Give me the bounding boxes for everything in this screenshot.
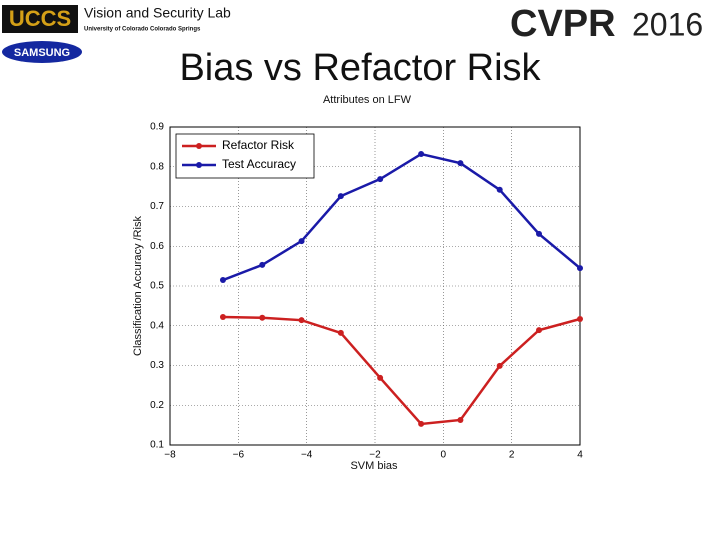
samsung-logo-shape bbox=[2, 41, 82, 63]
y-tick-label: 0.1 bbox=[150, 440, 164, 451]
legend-box bbox=[175, 133, 315, 179]
x-tick-label: 0 bbox=[441, 450, 447, 461]
point bbox=[259, 314, 266, 321]
legend-marker bbox=[196, 162, 202, 168]
y-tick-label: 0.2 bbox=[150, 400, 164, 411]
series-line bbox=[222, 315, 581, 426]
uccs-logo-box bbox=[2, 5, 78, 33]
x-tick-label: −8 bbox=[164, 450, 176, 461]
x-tick-label: −2 bbox=[369, 450, 381, 461]
cvpr-year: 2016 bbox=[632, 6, 703, 42]
legend-label: Test Accuracy bbox=[222, 157, 296, 171]
y-tick-label: 0.7 bbox=[150, 201, 164, 212]
legend-marker bbox=[196, 143, 202, 149]
y-tick-label: 0.6 bbox=[150, 241, 164, 252]
point bbox=[496, 362, 503, 369]
point bbox=[298, 317, 305, 324]
point bbox=[337, 193, 344, 200]
series-line bbox=[222, 152, 581, 282]
x-tick-label: 4 bbox=[577, 450, 583, 461]
y-tick-label: 0.4 bbox=[150, 320, 164, 331]
lab-name: Vision and Security Lab bbox=[84, 5, 231, 21]
point bbox=[219, 277, 226, 284]
y-axis-label: Classification Accuracy /Risk bbox=[132, 216, 144, 356]
point bbox=[536, 327, 542, 334]
point bbox=[457, 416, 464, 423]
legend-label: Refactor Risk bbox=[222, 138, 295, 152]
samsung-logo: SAMSUNG bbox=[14, 47, 70, 59]
cvpr-logo: CVPR bbox=[510, 3, 616, 45]
y-tick-label: 0.5 bbox=[150, 281, 164, 292]
point bbox=[259, 261, 266, 268]
x-tick-label: −4 bbox=[301, 450, 313, 461]
y-tick-label: 0.9 bbox=[150, 122, 164, 133]
point bbox=[496, 186, 503, 193]
uccs-logo: UCCS bbox=[9, 6, 71, 31]
x-axis-label: SVM bias bbox=[350, 460, 398, 472]
point bbox=[577, 265, 583, 272]
point bbox=[457, 160, 464, 167]
point bbox=[337, 329, 344, 336]
point bbox=[377, 176, 384, 183]
point bbox=[298, 238, 305, 245]
x-tick-label: 2 bbox=[509, 450, 515, 461]
y-tick-label: 0.8 bbox=[150, 161, 164, 172]
x-tick-label: −6 bbox=[233, 450, 245, 461]
point bbox=[418, 420, 425, 427]
university: University of Colorado Colorado Springs bbox=[84, 27, 201, 33]
slide-title: Bias vs Refactor Risk bbox=[179, 47, 541, 89]
point bbox=[536, 230, 542, 237]
point bbox=[577, 315, 583, 322]
plot-frame bbox=[169, 126, 581, 446]
chart-title: Attributes on LFW bbox=[323, 94, 412, 106]
point bbox=[377, 374, 384, 381]
point bbox=[219, 314, 226, 321]
point bbox=[418, 151, 425, 158]
y-tick-label: 0.3 bbox=[150, 360, 164, 371]
